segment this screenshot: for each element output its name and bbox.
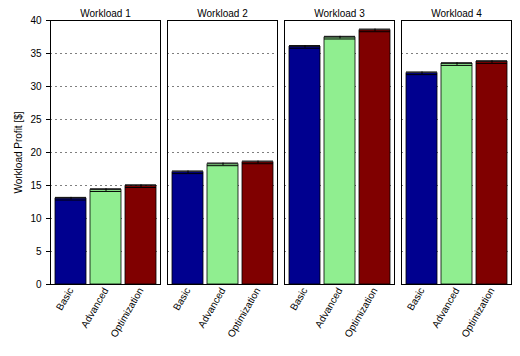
- svg-text:Workload 3: Workload 3: [314, 8, 365, 19]
- svg-text:Optimization: Optimization: [342, 286, 379, 340]
- svg-text:20: 20: [30, 147, 42, 158]
- svg-text:0: 0: [36, 279, 42, 290]
- svg-text:30: 30: [30, 81, 42, 92]
- svg-text:Advanced: Advanced: [196, 286, 228, 330]
- svg-text:10: 10: [30, 213, 42, 224]
- svg-text:Basic: Basic: [405, 286, 427, 313]
- svg-text:15: 15: [30, 180, 42, 191]
- svg-text:Basic: Basic: [288, 286, 310, 313]
- svg-text:Workload 2: Workload 2: [197, 8, 248, 19]
- svg-text:5: 5: [36, 246, 42, 257]
- svg-text:Basic: Basic: [171, 286, 193, 313]
- svg-text:25: 25: [30, 114, 42, 125]
- svg-text:40: 40: [30, 15, 42, 26]
- svg-text:Optimization: Optimization: [459, 286, 496, 340]
- svg-text:Basic: Basic: [54, 286, 76, 313]
- svg-text:Optimization: Optimization: [225, 286, 262, 340]
- svg-text:Workload 1: Workload 1: [80, 8, 131, 19]
- svg-text:Advanced: Advanced: [313, 286, 345, 330]
- svg-text:35: 35: [30, 48, 42, 59]
- svg-text:Optimization: Optimization: [108, 286, 145, 340]
- svg-text:Workload Profit [$]: Workload Profit [$]: [13, 111, 24, 193]
- svg-text:Workload 4: Workload 4: [431, 8, 482, 19]
- svg-text:Advanced: Advanced: [79, 286, 111, 330]
- svg-text:Advanced: Advanced: [430, 286, 462, 330]
